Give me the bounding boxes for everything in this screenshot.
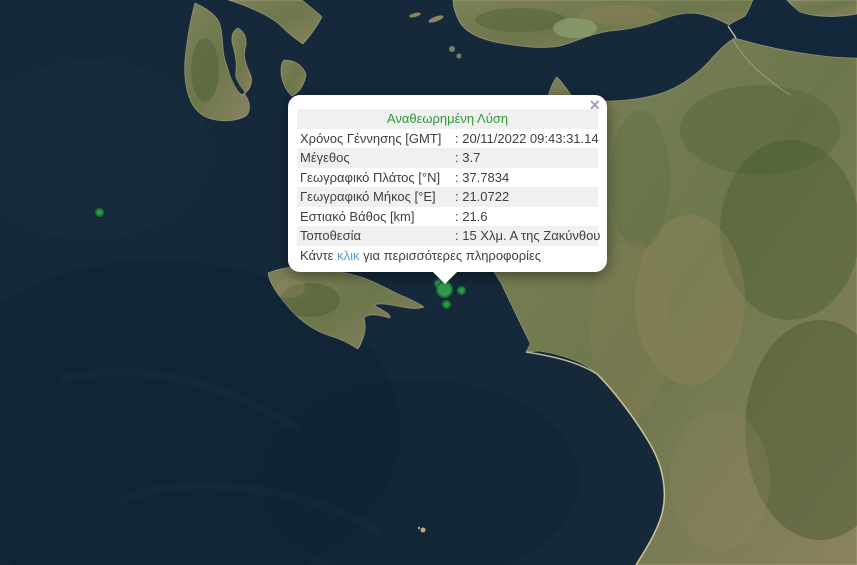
row-label: Μέγεθος: [300, 150, 350, 165]
popup-row: Γεωγραφικό Μήκος [°E] : 21.0722: [297, 187, 598, 207]
footer-text-prefix: Κάντε: [300, 247, 338, 263]
row-label: Εστιακό Βάθος [km]: [300, 208, 415, 224]
close-icon[interactable]: ×: [589, 95, 600, 115]
row-label: Χρόνος Γέννησης [GMT]: [300, 130, 442, 146]
row-value: : 20/11/2022 09:43:31.14: [455, 130, 599, 146]
popup-rows: Χρόνος Γέννησης [GMT] : 20/11/2022 09:43…: [297, 129, 601, 246]
row-value: : 15 Χλμ. Α της Ζακύνθου: [455, 228, 601, 243]
row-value: : 21.6: [455, 208, 488, 224]
popup-footer: Κάντε κλικ για περισσότερες πληροφορίες: [297, 246, 598, 266]
row-value: : 21.0722: [455, 189, 510, 204]
earthquake-marker-east[interactable]: [456, 285, 466, 295]
popup-row: Εστιακό Βάθος [km] : 21.6: [297, 207, 598, 227]
more-info-link[interactable]: κλικ: [337, 247, 360, 263]
popup-row: Χρόνος Γέννησης [GMT] : 20/11/2022 09:43…: [297, 129, 599, 149]
row-label: Τοποθεσία: [300, 228, 362, 243]
popup-title: Αναθεωρημένη Λύση: [297, 109, 598, 129]
popup-row: Τοποθεσία : 15 Χλμ. Α της Ζακύνθου: [297, 226, 601, 246]
popup-tail: [431, 270, 459, 284]
row-value: : 3.7: [455, 150, 481, 165]
earthquake-marker-west[interactable]: [94, 207, 104, 217]
earthquake-marker-south[interactable]: [441, 299, 451, 309]
popup-row: Μέγεθος : 3.7: [297, 148, 598, 168]
earthquake-info-popup: × Αναθεωρημένη Λύση Χρόνος Γέννησης [GMT…: [288, 95, 607, 272]
popup-row: Γεωγραφικό Πλάτος [°N] : 37.7834: [297, 168, 598, 188]
row-label: Γεωγραφικό Πλάτος [°N]: [300, 169, 441, 185]
row-value: : 37.7834: [455, 169, 510, 185]
row-label: Γεωγραφικό Μήκος [°E]: [300, 189, 436, 204]
footer-text-suffix: για περισσότερες πληροφορίες: [359, 247, 542, 263]
